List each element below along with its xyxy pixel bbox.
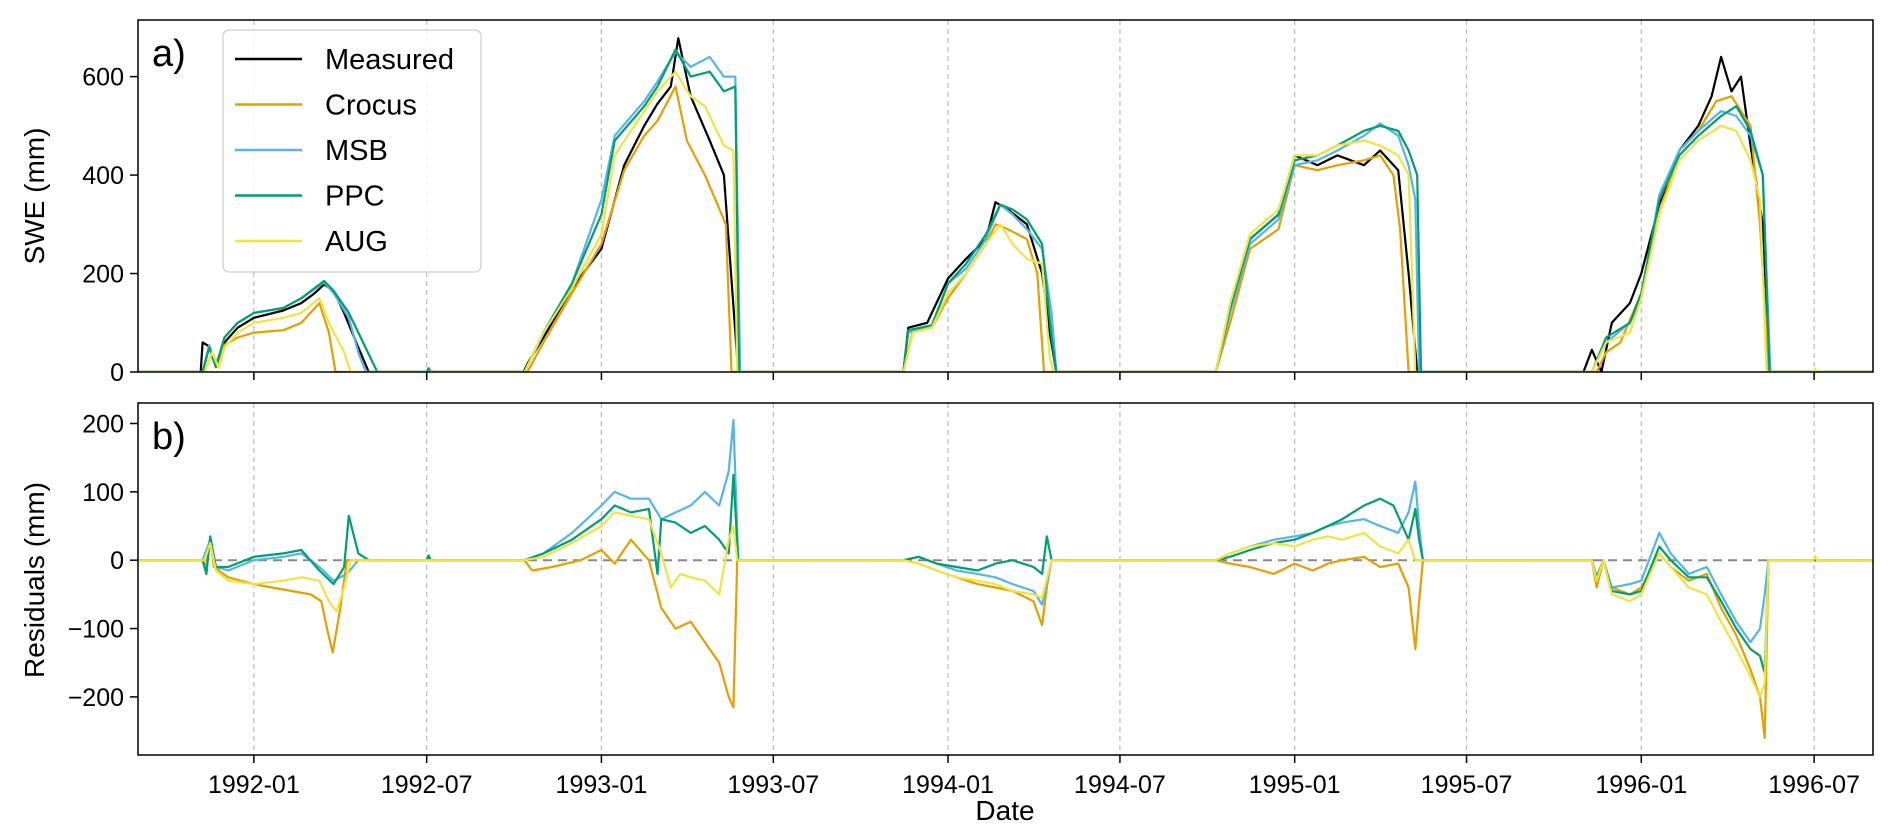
y-axis-label-b: Residuals (mm)	[19, 482, 50, 678]
series-line-msb	[138, 419, 1873, 644]
x-tick-label: 1996-01	[1595, 771, 1687, 799]
legend-label-measured: Measured	[325, 44, 454, 76]
grid-lines-a	[253, 20, 1815, 372]
legend-box	[222, 29, 482, 273]
y-ticks-a: 0 200 400 600	[82, 64, 138, 387]
panel-a-swe: 0 200 400 600 a) SWE (mm) Measured Crocus MSB…	[19, 19, 1874, 387]
y-tick-label: −200	[68, 684, 124, 712]
y-tick-label: 0	[110, 359, 124, 387]
x-ticks-b: 1992-01 1992-07 1993-01 1993-07 1994-01 1994-…	[208, 755, 1860, 799]
series-lines-b	[138, 419, 1873, 739]
y-tick-label: 200	[82, 411, 124, 439]
legend: Measured Crocus MSB PPC AUG	[222, 29, 482, 273]
y-tick-label: 0	[110, 547, 124, 575]
y-tick-label: 600	[82, 64, 124, 92]
x-tick-label: 1995-07	[1421, 771, 1513, 799]
series-line-crocus	[138, 538, 1873, 739]
series-line-aug	[138, 70, 1873, 372]
x-tick-label: 1993-07	[727, 771, 819, 799]
x-tick-label: 1992-07	[381, 771, 473, 799]
legend-label-crocus: Crocus	[325, 90, 417, 122]
x-ticks-a	[253, 372, 1815, 380]
panel-label-b: b)	[152, 416, 186, 458]
x-tick-label: 1995-01	[1249, 771, 1341, 799]
axes-frame-b	[137, 402, 1874, 756]
x-tick-label: 1996-07	[1768, 771, 1860, 799]
y-ticks-b: 200 100 0 −100 −200	[68, 411, 138, 712]
grid-lines-b	[253, 403, 1815, 755]
y-tick-label: 400	[82, 162, 124, 190]
series-line-msb	[138, 50, 1873, 372]
y-tick-label: 100	[82, 479, 124, 507]
x-tick-label: 1994-01	[902, 771, 994, 799]
x-tick-label: 1993-01	[556, 771, 648, 799]
y-axis-label-a: SWE (mm)	[19, 128, 50, 265]
x-axis-label: Date	[975, 795, 1034, 826]
legend-label-msb: MSB	[325, 135, 388, 167]
series-line-aug	[138, 511, 1873, 698]
series-lines-a	[138, 37, 1873, 372]
legend-label-ppc: PPC	[325, 181, 385, 213]
legend-label-aug: AUG	[325, 226, 388, 258]
series-line-ppc	[138, 473, 1873, 675]
axes-frame-a	[137, 19, 1874, 373]
series-line-ppc	[138, 48, 1873, 372]
panel-label-a: a)	[152, 33, 186, 75]
x-tick-label: 1992-01	[208, 771, 300, 799]
y-tick-label: −100	[68, 616, 124, 644]
x-tick-label: 1994-07	[1074, 771, 1166, 799]
y-tick-label: 200	[82, 261, 124, 289]
